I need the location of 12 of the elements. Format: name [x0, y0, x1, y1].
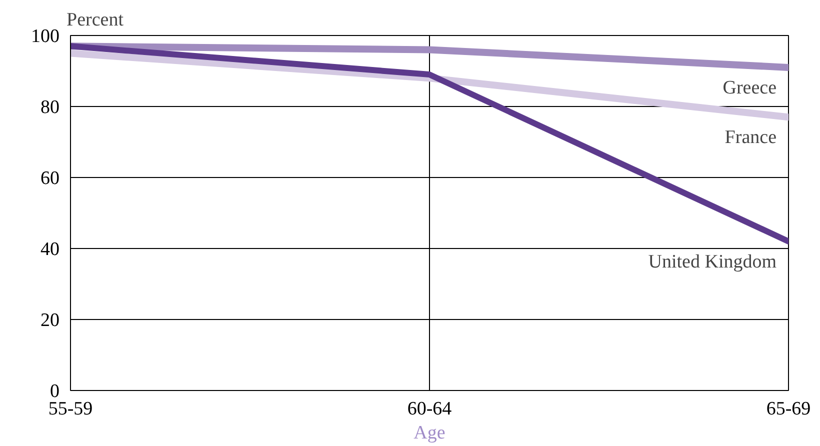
y-tick-label: 80 — [40, 97, 60, 118]
y-tick-label: 100 — [31, 26, 60, 47]
y-tick-label: 20 — [40, 310, 60, 331]
series-label: United Kingdom — [648, 251, 777, 272]
y-axis-title: Percent — [66, 10, 124, 30]
series-label: Greece — [722, 77, 776, 98]
y-tick-label: 40 — [40, 239, 60, 260]
series-label: France — [724, 127, 777, 148]
x-tick-label: 65-69 — [766, 398, 811, 420]
y-tick-label: 60 — [40, 168, 60, 189]
x-tick-label: 60-64 — [407, 398, 452, 420]
x-axis-title: Age — [414, 422, 446, 444]
